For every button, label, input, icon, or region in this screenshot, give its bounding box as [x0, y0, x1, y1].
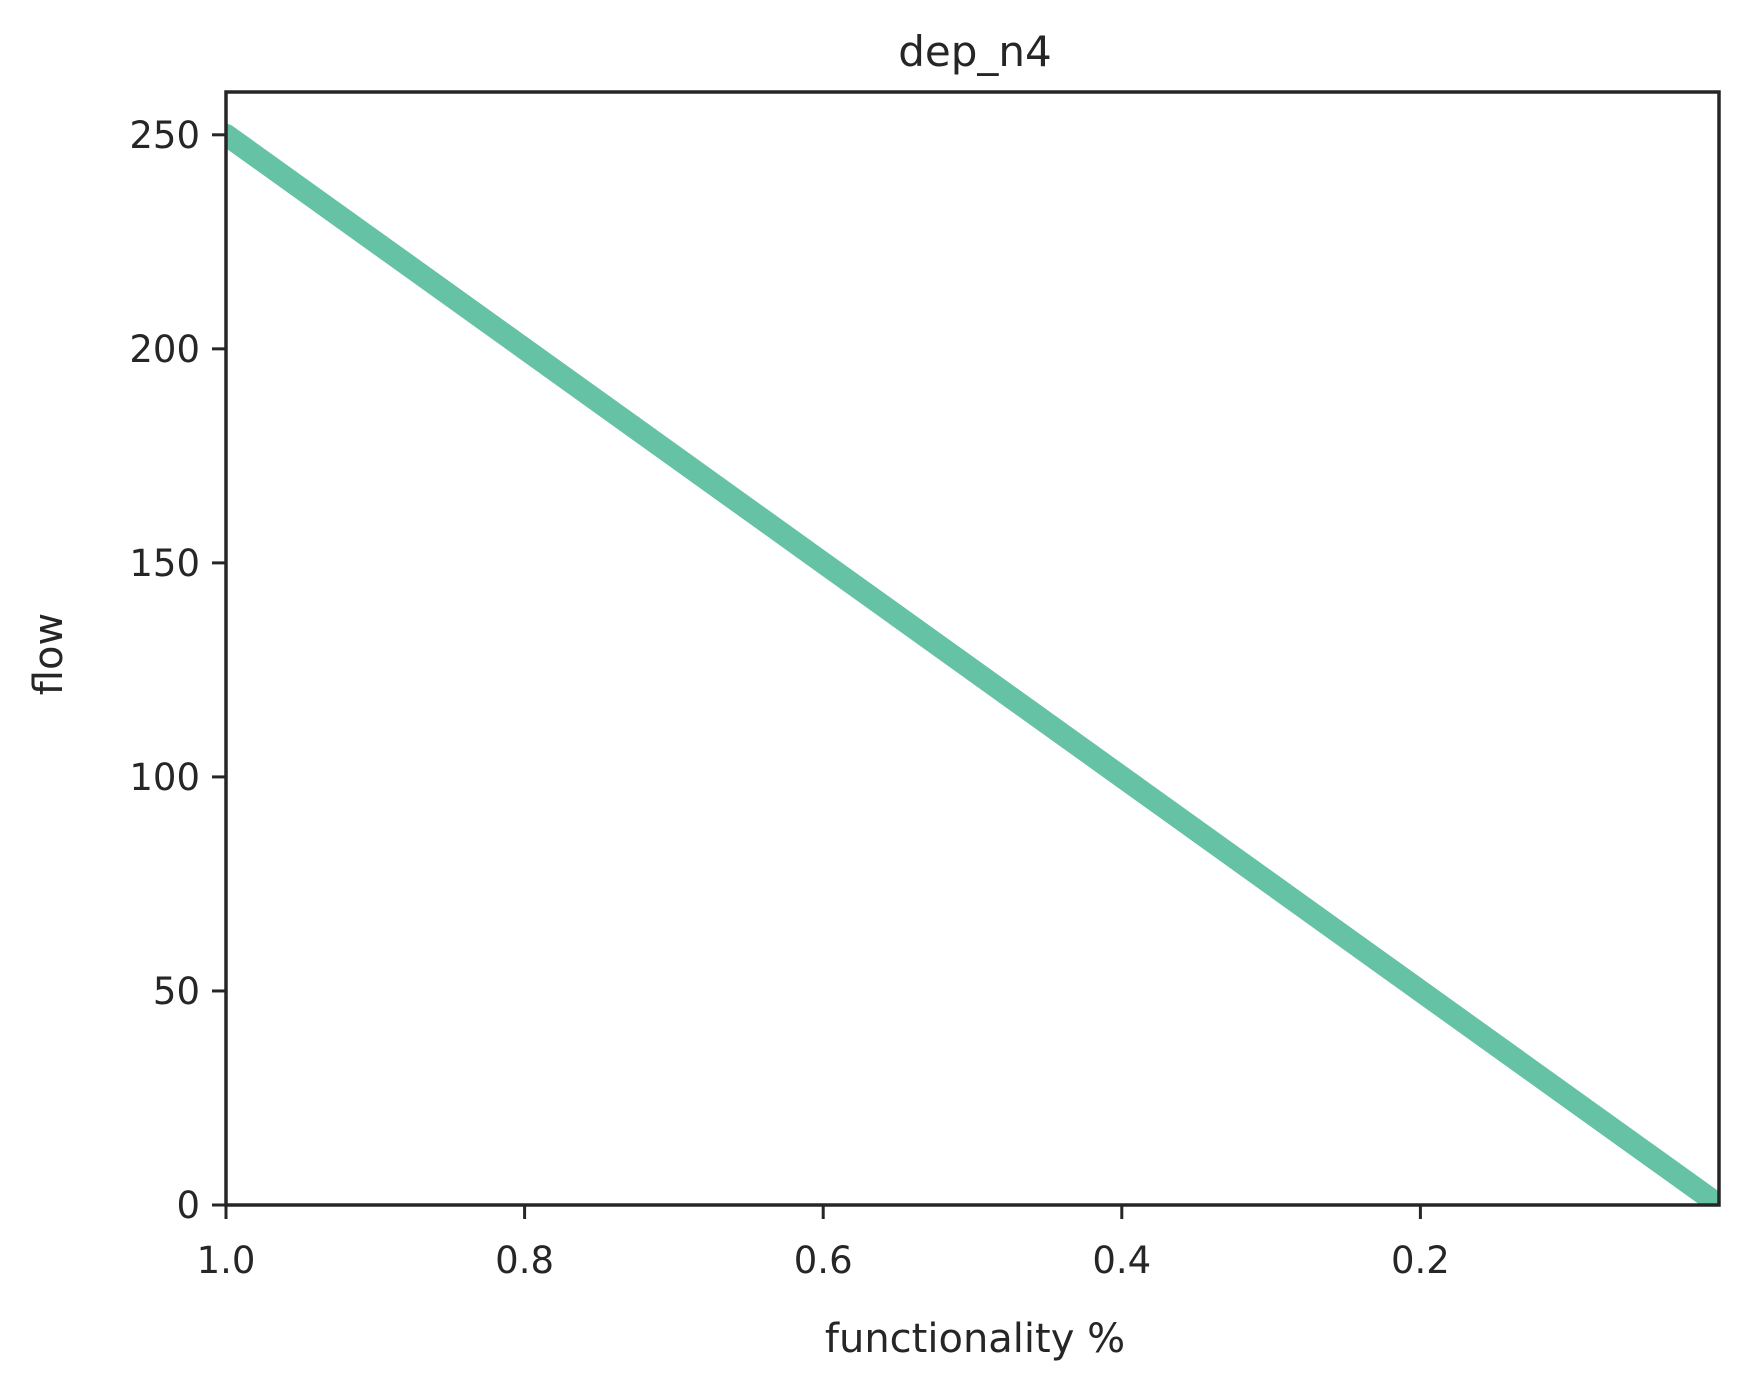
- chart-title: dep_n4: [898, 27, 1052, 76]
- x-axis-label: functionality %: [825, 1316, 1125, 1362]
- y-tick-label-2: 100: [129, 756, 200, 799]
- y-axis-label: flow: [26, 613, 72, 695]
- x-axis-ticks: 1.0 0.8 0.6 0.4 0.2: [197, 1205, 1450, 1282]
- x-tick-label-2: 0.6: [794, 1239, 853, 1282]
- y-tick-label-3: 150: [129, 542, 200, 585]
- x-tick-label-1: 0.8: [495, 1239, 554, 1282]
- series-layer: [226, 123, 1719, 1205]
- y-tick-label-1: 50: [153, 970, 200, 1013]
- y-tick-label-0: 0: [176, 1184, 200, 1227]
- y-tick-label-5: 250: [129, 114, 200, 157]
- series-line-0: [226, 123, 1719, 1205]
- x-tick-label-0: 1.0: [197, 1239, 256, 1282]
- y-tick-label-4: 200: [129, 328, 200, 371]
- y-axis-ticks: 0 50 100 150 200 250: [129, 114, 226, 1227]
- x-tick-label-4: 0.2: [1391, 1239, 1450, 1282]
- x-tick-label-3: 0.4: [1092, 1239, 1151, 1282]
- plot-frame: [224, 90, 1721, 1207]
